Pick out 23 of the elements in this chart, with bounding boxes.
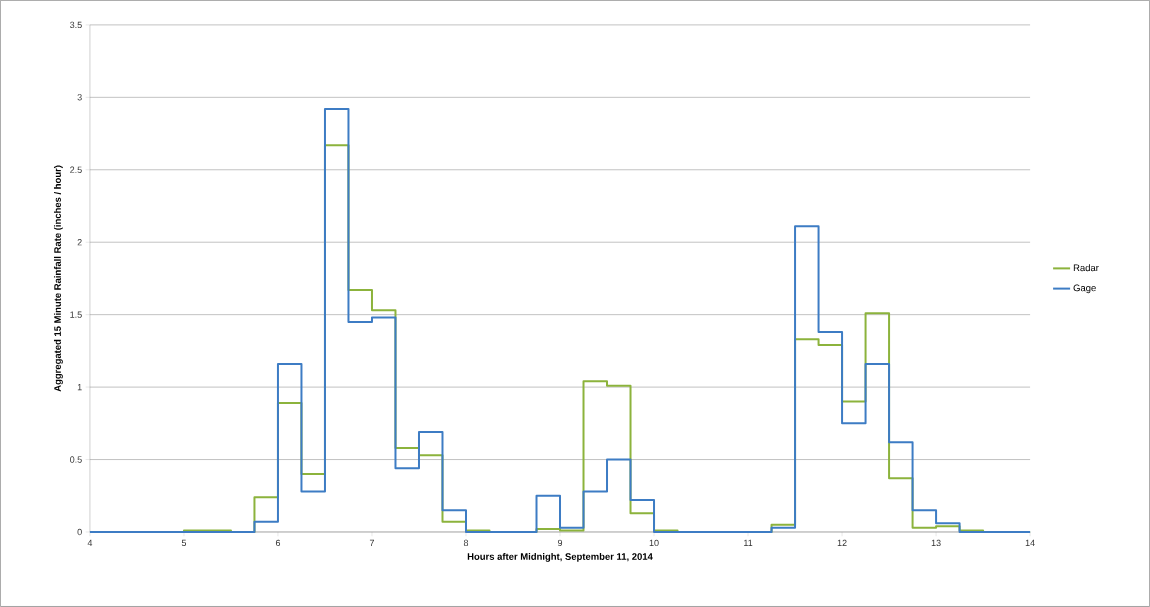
y-tick-label: 2	[77, 239, 82, 246]
x-tick-label: 10	[649, 539, 659, 547]
legend-label: Radar	[1073, 264, 1099, 272]
y-tick-label: 3.5	[70, 21, 82, 29]
x-tick-label: 14	[1025, 539, 1035, 546]
y-tick-label: 1.5	[70, 311, 82, 318]
y-tick-label: 0.5	[70, 456, 82, 463]
x-tick-label: 11	[744, 539, 753, 546]
x-tick-label: 5	[181, 539, 187, 547]
y-tick-label: 0	[77, 528, 82, 536]
x-tick-label: 6	[275, 539, 281, 547]
x-tick-label: 13	[931, 539, 941, 547]
y-axis-title: Aggregated 15 Minute Rainfall Rate (inches / hour)	[53, 165, 63, 392]
x-tick-label: 8	[463, 539, 469, 547]
y-tick-label: 1	[77, 384, 82, 391]
y-tick-label: 3	[77, 94, 82, 101]
legend-label: Gage	[1073, 284, 1096, 294]
x-tick-label: 9	[557, 539, 563, 547]
x-axis-title: Hours after Midnight, September 11, 2014	[467, 552, 653, 562]
x-tick-label: 7	[369, 539, 375, 546]
x-tick-label: 4	[87, 539, 93, 546]
x-tick-label: 12	[837, 539, 847, 547]
y-tick-label: 2.5	[70, 166, 82, 173]
